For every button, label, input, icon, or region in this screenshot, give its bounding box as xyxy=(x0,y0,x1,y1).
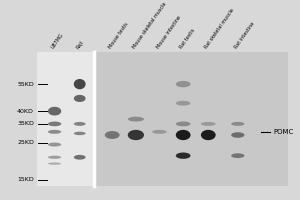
Ellipse shape xyxy=(128,117,144,121)
Text: Rat intestine: Rat intestine xyxy=(234,21,256,50)
Text: U87MG: U87MG xyxy=(50,33,65,50)
Ellipse shape xyxy=(176,101,190,106)
Ellipse shape xyxy=(176,121,190,126)
Text: Raji: Raji xyxy=(76,40,85,50)
Text: Mouse intestine: Mouse intestine xyxy=(155,15,182,50)
Ellipse shape xyxy=(48,143,61,147)
Ellipse shape xyxy=(231,153,244,158)
Text: POMC: POMC xyxy=(273,129,294,135)
Text: Mouse testis: Mouse testis xyxy=(108,22,130,50)
Ellipse shape xyxy=(176,130,190,140)
Ellipse shape xyxy=(74,132,85,135)
Ellipse shape xyxy=(128,130,144,140)
Ellipse shape xyxy=(231,122,244,126)
Ellipse shape xyxy=(48,156,61,159)
Ellipse shape xyxy=(152,130,167,134)
Ellipse shape xyxy=(176,81,190,87)
Text: Rat testis: Rat testis xyxy=(179,28,196,50)
Ellipse shape xyxy=(74,95,85,102)
Ellipse shape xyxy=(231,132,244,138)
Bar xyxy=(37,52,288,186)
Ellipse shape xyxy=(74,122,85,126)
Ellipse shape xyxy=(48,107,61,116)
Text: 40KD: 40KD xyxy=(17,109,34,114)
Ellipse shape xyxy=(201,130,216,140)
Ellipse shape xyxy=(74,79,85,89)
Text: Rat skeletal muscle: Rat skeletal muscle xyxy=(204,8,236,50)
Text: 55KD: 55KD xyxy=(17,82,34,87)
Text: Mouse skeletal muscle: Mouse skeletal muscle xyxy=(132,2,168,50)
Ellipse shape xyxy=(201,122,216,126)
Ellipse shape xyxy=(48,121,61,126)
Ellipse shape xyxy=(176,153,190,159)
Ellipse shape xyxy=(48,130,61,134)
Bar xyxy=(37,52,96,186)
Ellipse shape xyxy=(105,131,120,139)
Ellipse shape xyxy=(74,155,85,160)
Text: 25KD: 25KD xyxy=(17,140,34,145)
Ellipse shape xyxy=(48,162,61,165)
Text: 15KD: 15KD xyxy=(17,177,34,182)
Text: 35KD: 35KD xyxy=(17,121,34,126)
